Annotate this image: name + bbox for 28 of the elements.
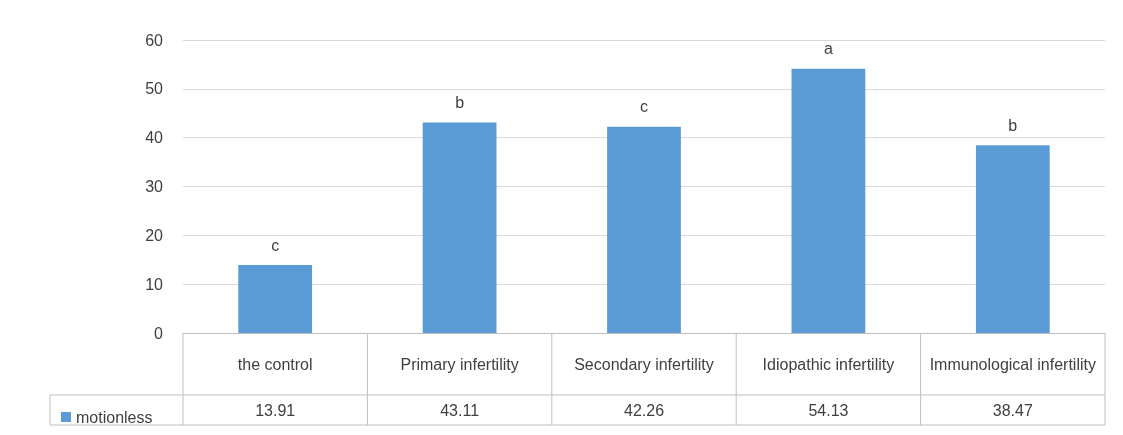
x-tick-label: the control [237,355,313,373]
data-label: 13.91 [255,401,296,419]
y-tick-label: 30 [145,178,164,195]
bar [975,145,1050,333]
bar [607,126,681,333]
data-label: 43.11 [440,401,480,419]
x-tick-label: Immunological infertility [929,355,1096,373]
annotation: b [455,93,465,111]
data-label: 38.47 [992,401,1033,419]
y-tick-label: 10 [145,275,164,293]
bar [791,68,866,333]
bar [238,265,313,333]
bar [422,122,497,333]
y-tick-label: 40 [145,129,164,147]
x-tick-label: Idiopathic infertility [762,355,895,373]
annotation: c [271,236,280,254]
data-label: 42.26 [623,401,665,419]
y-tick-label: 0 [154,324,164,342]
y-tick-label: 20 [145,226,164,244]
x-tick-label: Primary infertility [400,355,519,373]
annotation: a [823,40,833,58]
y-tick-label: 50 [145,80,164,98]
annotation: c [640,98,648,116]
legend-label: motionless [76,408,153,426]
data-label: 54.13 [808,401,849,419]
y-tick-label: 60 [145,31,164,49]
x-tick-label: Secondary infertility [574,355,714,373]
annotation: b [1008,116,1018,134]
